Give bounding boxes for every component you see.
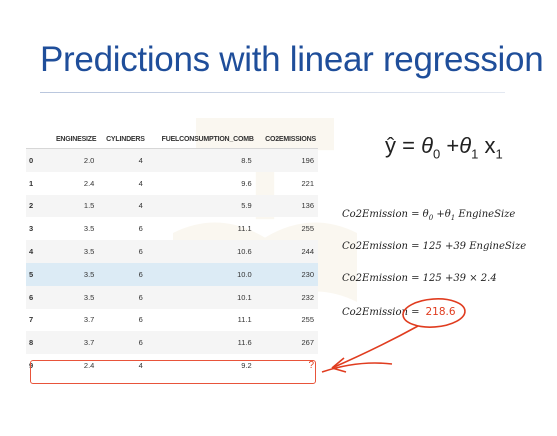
table-cell: 3.5 — [83, 224, 95, 234]
table-cell: 4 — [98, 194, 147, 218]
x-subscript: 1 — [495, 146, 503, 162]
table-row: 3 3.5 6 11.1 255 — [26, 217, 318, 240]
table-header-row: ENGINESIZE CYLINDERS FUELCONSUMPTION_COM… — [26, 131, 318, 149]
row-index: 2 — [26, 194, 48, 218]
table-row: 9 2.4 4 9.2? — [26, 354, 318, 377]
equals-sign: = — [396, 133, 422, 158]
prediction-result: 218.6 — [425, 306, 456, 318]
table-cell: 10.0 — [146, 262, 256, 286]
row-index: 6 — [26, 285, 48, 309]
table-cell: 136 — [255, 194, 318, 218]
table-cell: 2.4 — [83, 361, 95, 371]
equation-line-3: Co2Emission = 125 +39 × 2.4 — [342, 273, 497, 284]
table-cell: 3.5 — [48, 240, 99, 263]
table-cell: 6 — [138, 315, 143, 325]
row-index: 0 — [26, 148, 48, 172]
table-row: 8 3.7 6 11.6 267 — [26, 331, 318, 355]
theta1-subscript: 1 — [471, 146, 479, 162]
table-cell: 3.7 — [83, 315, 95, 325]
table-cell: 6 — [98, 285, 147, 309]
equation-line-2: Co2Emission = 125 +39 EngineSize — [342, 241, 527, 252]
table-cell: 11.6 — [146, 331, 256, 355]
table-cell: 10.1 — [146, 285, 256, 309]
table-cell: 2.4 — [83, 178, 95, 188]
table-cell: 255 — [301, 224, 314, 234]
table-cell: 6 — [98, 331, 147, 355]
table-cell: 196 — [255, 148, 318, 172]
table-row: 7 3.7 6 11.1 255 — [26, 309, 318, 332]
table-cell: 3.5 — [48, 285, 99, 309]
eq4-lhs: Co2Emission = — [342, 307, 420, 318]
table-row: 0 2.0 4 8.5 196 — [26, 148, 318, 172]
data-table: ENGINESIZE CYLINDERS FUELCONSUMPTION_COM… — [26, 131, 318, 377]
table-cell: 6 — [138, 224, 143, 234]
column-header: ENGINESIZE — [48, 131, 99, 149]
model-equation: ŷ = θ0 +θ1 x1 — [385, 133, 503, 161]
table-cell: 4 — [138, 361, 143, 371]
table-row: 2 1.5 4 5.9 136 — [26, 194, 318, 218]
result-circle-annotation — [402, 298, 466, 328]
y-hat: ŷ — [385, 133, 396, 158]
row-index: 9 — [29, 361, 34, 371]
column-header: CO2EMISSIONS — [255, 131, 318, 149]
eq1-sub1: 1 — [450, 214, 456, 222]
prediction-row-box — [30, 360, 316, 384]
table-cell: 2.0 — [48, 148, 99, 172]
row-index: 5 — [26, 262, 48, 286]
table-cell: 6 — [98, 262, 147, 286]
table-cell: 244 — [255, 240, 318, 263]
column-header: FUELCONSUMPTION_COMB — [146, 131, 256, 149]
table-cell: 255 — [301, 315, 314, 325]
table-cell: 6 — [98, 240, 147, 263]
theta0: θ — [421, 133, 434, 158]
table-cell: 8.5 — [146, 148, 256, 172]
slide-title: Predictions with linear regression — [40, 40, 544, 79]
table-cell: 10.6 — [146, 240, 256, 263]
table-row: 6 3.5 6 10.1 232 — [26, 285, 318, 309]
title-underline — [40, 92, 505, 93]
plus-sign: + — [440, 133, 460, 158]
theta0-subscript: 0 — [433, 146, 441, 162]
row-index: 7 — [29, 315, 34, 325]
equation-line-1: Co2Emission = θ0 +θ1 EngineSize — [342, 209, 515, 222]
table-cell: 3.5 — [48, 262, 99, 286]
x-variable: x — [478, 133, 496, 158]
row-index: 4 — [26, 240, 48, 263]
table-row: 5 3.5 6 10.0 230 — [26, 262, 318, 286]
table-cell: 221 — [301, 178, 314, 188]
table-cell: 11.1 — [237, 315, 252, 325]
eq1-mid: +θ — [433, 209, 451, 220]
eq1-sub0: 0 — [428, 214, 434, 222]
column-header — [26, 131, 48, 149]
table-cell: 9.2 — [241, 361, 252, 371]
theta1: θ — [459, 133, 472, 158]
table-cell: 1.5 — [48, 194, 99, 218]
table-cell: 4 — [98, 148, 147, 172]
table-cell: 267 — [255, 331, 318, 355]
table-cell: 230 — [255, 262, 318, 286]
equation-line-4: Co2Emission = 218.6 — [342, 306, 456, 318]
table-cell: ? — [308, 360, 314, 372]
table-row: 1 2.4 4 9.6 221 — [26, 172, 318, 195]
table-row: 4 3.5 6 10.6 244 — [26, 240, 318, 263]
row-index: 8 — [26, 331, 48, 355]
eq1-lhs: Co2Emission = θ — [342, 209, 429, 220]
column-header: CYLINDERS — [98, 131, 147, 149]
table-cell: 9.6 — [241, 178, 252, 188]
table-cell: 5.9 — [146, 194, 256, 218]
eq1-rhs: EngineSize — [455, 209, 516, 220]
row-index: 1 — [29, 178, 34, 188]
table-cell: 232 — [255, 285, 318, 309]
row-index: 3 — [29, 224, 34, 234]
arrow-annotation — [321, 325, 419, 373]
table-cell: 11.1 — [237, 224, 252, 234]
table-cell: 4 — [138, 178, 143, 188]
table-cell: 3.7 — [48, 331, 99, 355]
